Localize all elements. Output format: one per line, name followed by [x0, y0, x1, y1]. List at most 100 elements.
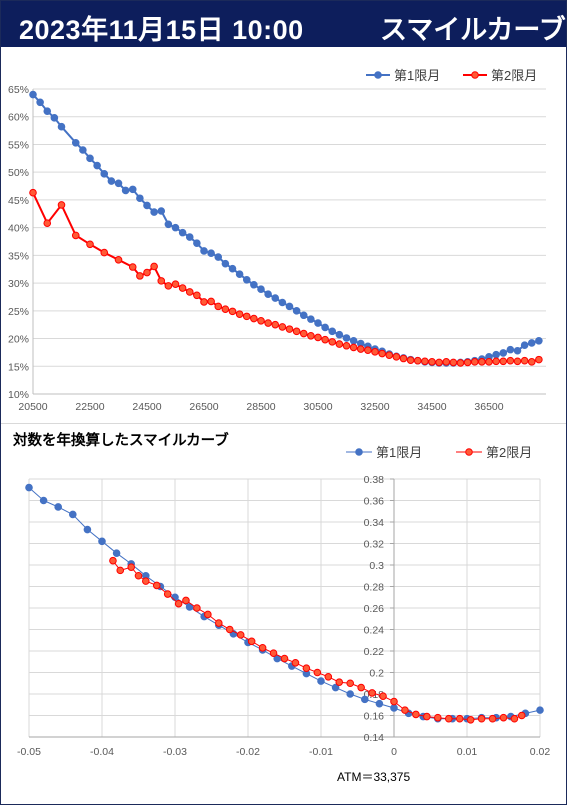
- data-point-2: [86, 240, 94, 249]
- smile-curve-chart: 10% 15% 20% 25% 30% 35% 40% 45% 50% 55% 60% 65% 2050…: [8, 68, 546, 413]
- x-tick-label: 36500: [474, 401, 503, 413]
- x-tick-label: 28500: [246, 401, 275, 413]
- data-point-1: [50, 114, 59, 122]
- y-tick-label: 0.34: [364, 517, 385, 529]
- data-point-2: [421, 357, 429, 366]
- data-point-1: [36, 98, 44, 107]
- data-point-2: [342, 341, 351, 350]
- data-point-2: [57, 201, 66, 209]
- data-point-2: [171, 280, 180, 288]
- data-point-1: [390, 704, 398, 712]
- data-point-1: [307, 315, 315, 323]
- data-point-2: [485, 358, 493, 366]
- data-point-1: [331, 683, 340, 692]
- data-point-2: [100, 248, 109, 257]
- data-point-1: [520, 341, 529, 350]
- data-point-1: [221, 259, 230, 268]
- data-point-2: [423, 712, 431, 721]
- y-tick-label: 0.14: [364, 732, 385, 744]
- legend-label-2: 第2限月: [491, 68, 537, 83]
- y-tick-label: 40%: [8, 223, 29, 235]
- data-point-2: [29, 188, 37, 197]
- data-point-1: [171, 223, 180, 232]
- data-point-2: [444, 714, 453, 723]
- data-point-2: [456, 359, 465, 367]
- data-point-2: [413, 356, 422, 365]
- data-point-2: [368, 689, 376, 697]
- y-tick-label: 0.38: [364, 474, 385, 486]
- data-point-2: [271, 320, 280, 329]
- data-point-2: [455, 714, 464, 723]
- x-tick-label: -0.03: [163, 746, 187, 758]
- data-point-2: [385, 351, 394, 359]
- chart-divider: [1, 423, 566, 424]
- x-tick-label: 0: [391, 746, 397, 758]
- data-point-2: [291, 659, 300, 667]
- legend-label-1: 第1限月: [376, 445, 422, 460]
- data-point-1: [107, 177, 116, 185]
- data-point-1: [128, 185, 137, 194]
- data-point-1: [171, 593, 179, 602]
- data-point-1: [499, 349, 508, 357]
- data-point-2: [346, 679, 355, 688]
- data-point-2: [257, 317, 265, 325]
- data-point-1: [342, 334, 351, 342]
- data-point-2: [517, 711, 526, 720]
- data-point-1: [328, 327, 337, 336]
- data-point-1: [185, 603, 194, 611]
- y-tick-label: 0.3: [369, 560, 384, 572]
- y-tick-label: 10%: [8, 389, 29, 401]
- x-tick-label: 32500: [360, 401, 389, 413]
- y-tick-label: 0.26: [364, 603, 385, 615]
- legend-marker-1: [374, 71, 382, 79]
- data-point-2: [157, 277, 166, 285]
- data-point-1: [228, 264, 237, 273]
- data-point-2: [215, 619, 223, 627]
- data-point-1: [278, 298, 287, 307]
- data-point-2: [152, 581, 161, 590]
- header-bar: 2023年11月15日 10:00 スマイルカーブ: [1, 1, 566, 47]
- data-point-2: [328, 338, 337, 346]
- data-point-1: [29, 90, 37, 99]
- data-point-2: [364, 346, 372, 354]
- data-point-2: [335, 340, 344, 348]
- data-point-2: [278, 323, 287, 331]
- data-point-2: [335, 678, 344, 686]
- data-point-2: [356, 345, 365, 353]
- data-point-1: [299, 311, 308, 320]
- y-tick-label: 65%: [8, 84, 29, 96]
- data-point-2: [463, 358, 472, 367]
- data-point-2: [488, 714, 497, 723]
- x-tick-label: -0.04: [90, 746, 114, 758]
- y-tick-label: 45%: [8, 195, 29, 207]
- data-point-2: [221, 305, 230, 313]
- data-point-2: [182, 596, 190, 605]
- data-point-2: [357, 683, 365, 692]
- data-point-2: [321, 335, 329, 344]
- data-point-1: [164, 220, 173, 229]
- data-point-1: [535, 336, 543, 345]
- data-point-2: [292, 327, 301, 336]
- x-tick-label: -0.01: [309, 746, 333, 758]
- data-point-2: [371, 348, 379, 356]
- data-point-1: [214, 253, 223, 261]
- y-tick-label: 0.22: [364, 646, 385, 658]
- x-tick-label: 20500: [18, 401, 47, 413]
- data-point-1: [25, 483, 33, 492]
- series-line-2: [112, 560, 523, 721]
- data-point-2: [406, 356, 415, 364]
- y-tick-label: 0.24: [364, 625, 385, 637]
- data-point-2: [242, 312, 251, 321]
- data-point-2: [324, 673, 333, 681]
- data-point-2: [449, 358, 458, 367]
- data-point-1: [157, 207, 166, 215]
- data-point-1: [98, 537, 106, 546]
- data-point-1: [143, 201, 151, 210]
- data-point-1: [335, 330, 344, 339]
- data-point-1: [54, 503, 63, 511]
- y-tick-label: 15%: [8, 361, 29, 373]
- y-tick-label: 0.2: [369, 668, 384, 680]
- legend-label-2: 第2限月: [486, 445, 532, 460]
- data-point-1: [71, 138, 80, 147]
